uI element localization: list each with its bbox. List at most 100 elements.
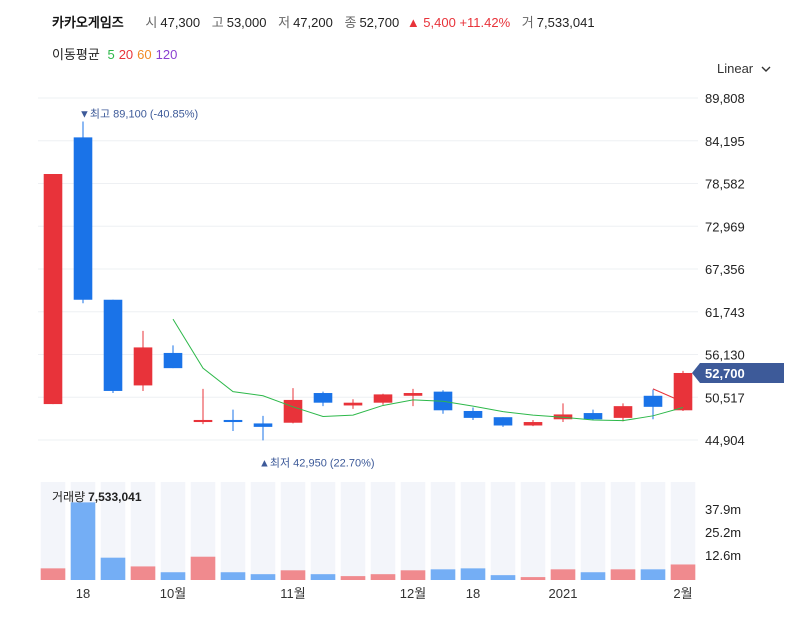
volume-column-bg — [460, 482, 486, 580]
volume-bar — [40, 568, 66, 580]
volume-bar — [160, 572, 186, 580]
volume-tick-label: 37.9m — [705, 502, 741, 517]
candle-down — [493, 417, 513, 426]
chevron-down-icon — [761, 66, 771, 72]
open-label: 시 — [145, 15, 158, 30]
stock-name: 카카오게임즈 — [52, 15, 124, 30]
candle-up — [133, 347, 153, 386]
price-tick-label: 72,969 — [705, 219, 745, 234]
volume-tick-label: 12.6m — [705, 548, 741, 563]
time-tick-label: 2021 — [549, 586, 578, 601]
candlestick-series — [43, 121, 693, 441]
volume-column-bg — [610, 482, 636, 580]
time-tick-label: 2월 — [673, 586, 692, 601]
candle-down — [643, 395, 663, 407]
candle-up — [373, 394, 393, 403]
ma5-line — [172, 318, 684, 422]
volume-column-bg — [250, 482, 276, 580]
low-label: 저 — [278, 15, 291, 30]
volume-bar — [400, 570, 426, 580]
volume-column-bg — [340, 482, 366, 580]
open-value: 47,300 — [160, 15, 201, 30]
volume-panel-value: 7,533,041 — [88, 490, 142, 504]
volume-column-bg — [280, 482, 306, 580]
candle-down — [223, 419, 243, 423]
volume-column-bg — [220, 482, 246, 580]
candle-down — [463, 410, 483, 418]
volume-bar — [610, 569, 636, 580]
volume-column-bg — [580, 482, 606, 580]
candle-up — [403, 393, 423, 396]
price-annotations: 52,700 ▼최고 89,100 (-40.85%) ▲최저 42,950 (22… — [79, 107, 784, 469]
volume-column-bg — [430, 482, 456, 580]
ma-period-120[interactable]: 120 — [155, 47, 178, 62]
volume-bar — [550, 569, 576, 580]
volume-bar — [220, 572, 246, 580]
volume-bar — [250, 574, 276, 580]
price-tick-label: 84,195 — [705, 134, 745, 149]
volume-bar — [310, 574, 336, 580]
low-value: 47,200 — [293, 15, 333, 30]
stock-summary-header: 카카오게임즈 시 47,300 고 53,000 저 47,200 종 52,700 ▲… — [52, 12, 595, 31]
low-price-note: ▲최저 42,950 (22.70%) — [259, 456, 375, 469]
volume-column-bg — [670, 482, 696, 580]
moving-average-legend: 이동평균 5 20 60 120 — [52, 44, 181, 63]
candle-down — [313, 393, 333, 403]
volume-panel-label: 거래량 7,533,041 — [52, 488, 142, 505]
volume-bar — [580, 572, 606, 580]
ma-period-20[interactable]: 20 — [118, 47, 134, 62]
volume-column-bg — [400, 482, 426, 580]
scale-label: Linear — [717, 61, 754, 76]
volume-column-bg — [130, 482, 156, 580]
volume-bar — [130, 566, 156, 580]
price-tick-label: 44,904 — [705, 433, 745, 448]
time-axis: 18 10월 11월 12월 18 2021 2월 — [76, 586, 693, 601]
price-grid — [38, 97, 698, 441]
volume-column-bg — [520, 482, 546, 580]
candle-up — [283, 399, 303, 423]
volume-value: 7,533,041 — [536, 15, 595, 30]
candle-up — [43, 174, 63, 405]
volume-bar — [460, 568, 486, 580]
candle-down — [103, 299, 123, 391]
ma-period-5[interactable]: 5 — [107, 47, 115, 62]
volume-bar — [370, 574, 396, 580]
time-tick-label: 18 — [466, 586, 480, 601]
candle-down — [163, 352, 183, 369]
price-change: ▲ 5,400 +11.42% — [406, 15, 511, 30]
price-tick-label: 56,130 — [705, 348, 745, 363]
candle-up — [193, 419, 213, 423]
volume-column-bg — [490, 482, 516, 580]
candle-down — [73, 137, 93, 300]
candle-up — [613, 406, 633, 418]
volume-bar — [100, 557, 126, 580]
ma-period-60[interactable]: 60 — [137, 47, 152, 62]
price-tick-label: 78,582 — [705, 177, 745, 192]
high-value: 53,000 — [226, 15, 267, 30]
volume-column-bg — [310, 482, 336, 580]
volume-column-bg — [370, 482, 396, 580]
volume-bar — [640, 569, 666, 580]
scale-selector[interactable]: Linear — [717, 61, 771, 76]
price-tick-label: 61,743 — [705, 305, 745, 320]
price-tick-label: 67,356 — [705, 262, 745, 277]
current-price-tag — [692, 362, 784, 383]
candle-up — [343, 402, 363, 406]
time-tick-label: 12월 — [400, 586, 426, 601]
volume-bar — [430, 569, 456, 580]
volume-bar — [490, 575, 516, 580]
time-tick-label: 18 — [76, 586, 90, 601]
close-value: 52,700 — [359, 15, 400, 30]
volume-column-bg — [640, 482, 666, 580]
volume-panel-title: 거래량 — [52, 490, 86, 504]
current-price-value: 52,700 — [705, 366, 745, 381]
volume-bar — [340, 576, 366, 580]
price-tick-label: 50,517 — [705, 390, 745, 405]
volume-bars — [40, 502, 696, 580]
high-label: 고 — [211, 15, 224, 30]
time-tick-label: 11월 — [280, 586, 305, 601]
candle-down — [253, 423, 273, 427]
close-label: 종 — [344, 15, 357, 30]
high-price-note: ▼최고 89,100 (-40.85%) — [79, 107, 198, 120]
